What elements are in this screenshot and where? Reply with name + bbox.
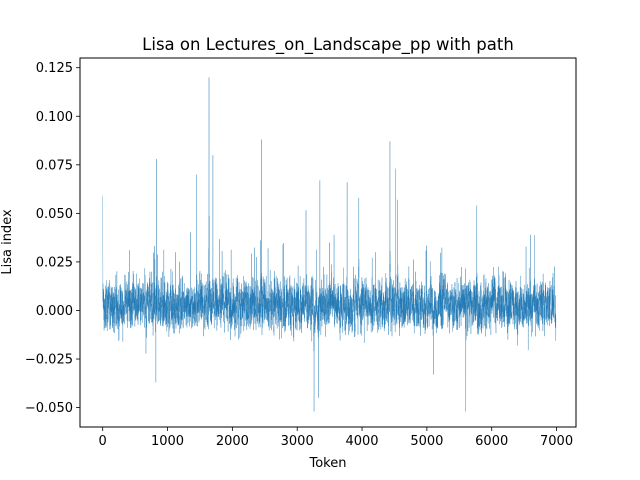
x-axis: 0 1000 2000 3000 4000 5000 6000 7000 bbox=[99, 427, 573, 449]
y-tick-label: 0.125 bbox=[36, 61, 73, 76]
y-tick-label: 0.050 bbox=[36, 207, 73, 222]
chart-title: Lisa on Lectures_on_Landscape_pp with pa… bbox=[142, 35, 514, 55]
x-tick-label: 0 bbox=[99, 434, 107, 449]
x-tick-label: 1000 bbox=[151, 434, 184, 449]
x-axis-label: Token bbox=[309, 456, 347, 471]
plot-frame bbox=[79, 57, 577, 428]
x-tick-label: 2000 bbox=[216, 434, 249, 449]
x-tick-label: 6000 bbox=[475, 434, 508, 449]
series-line bbox=[102, 77, 557, 412]
y-tick-label: −0.050 bbox=[25, 401, 73, 416]
y-tick-label: 0.100 bbox=[36, 110, 73, 125]
y-tick-label: 0.025 bbox=[36, 255, 73, 270]
x-tick-label: 5000 bbox=[410, 434, 443, 449]
y-tick-label: 0.000 bbox=[36, 304, 73, 319]
y-tick-label: 0.075 bbox=[36, 158, 73, 173]
y-axis: −0.050 −0.025 0.000 0.025 0.050 0.075 0.100 0.1… bbox=[25, 61, 80, 416]
y-tick-label: −0.025 bbox=[25, 353, 73, 368]
series-layer bbox=[102, 77, 557, 412]
x-tick-label: 4000 bbox=[345, 434, 378, 449]
x-tick-label: 7000 bbox=[540, 434, 573, 449]
x-tick-label: 3000 bbox=[281, 434, 314, 449]
y-axis-label: Lisa index bbox=[0, 209, 15, 275]
